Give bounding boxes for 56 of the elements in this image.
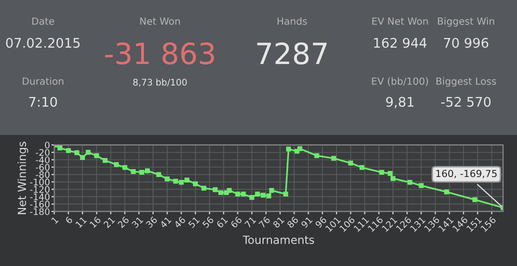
y-tick-label: 0 [44, 142, 50, 149]
x-tick-label: 46 [174, 216, 186, 228]
y-tick-label: -140 [30, 193, 50, 200]
x-tick-label: 101 [325, 216, 341, 232]
text: Biggest Loss [436, 77, 496, 87]
x-tick-label: 71 [244, 216, 256, 228]
x-tick-label: 51 [188, 216, 200, 228]
x-tick-label: 21 [103, 216, 115, 228]
text: EV (bb/100) [372, 77, 428, 86]
y-tick-label: -160 [30, 200, 50, 208]
x-tick-label: 76 [258, 216, 270, 228]
text: 7287 [257, 42, 327, 64]
y-axis-title: Net Winnings [17, 142, 28, 214]
x-tick-label: 121 [382, 216, 398, 232]
text: Biggest Win [438, 17, 494, 27]
x-tick-label: 91 [300, 216, 313, 228]
y-tick-label: -20 [36, 149, 50, 156]
x-tick-label: 41 [160, 216, 172, 228]
text: -52 570 [441, 96, 491, 107]
text: 7:10 [29, 96, 57, 107]
y-tick-label: -60 [36, 164, 50, 171]
y-tick-label: -180 [30, 208, 50, 216]
x-tick-label: 96 [314, 216, 327, 228]
x-tick-label: 36 [146, 216, 158, 228]
text: Net Won [140, 18, 180, 25]
x-tick-label: 81 [272, 216, 284, 228]
text: -31 863 [105, 42, 214, 64]
text: 162 944 [374, 38, 427, 48]
x-tick-label: 86 [286, 216, 299, 228]
annotation: 160, -169,75 [436, 170, 497, 178]
x-tick-label: 1 [51, 216, 59, 224]
x-tick-label: 6 [64, 216, 73, 224]
text: 8,73 bb/100 [133, 78, 187, 87]
x-axis-title: Tournaments [242, 236, 314, 244]
x-tick-label: 26 [117, 216, 130, 228]
text: 9,81 [386, 96, 414, 108]
x-tick-label: 56 [202, 216, 214, 228]
text: 07.02.2015 [6, 38, 80, 48]
text: 70 996 [444, 38, 488, 48]
x-tick-label: 141 [438, 216, 454, 232]
x-tick-label: 31 [131, 216, 144, 228]
y-tick-label: -40 [36, 156, 50, 164]
x-tick-label: 66 [230, 216, 242, 228]
x-tick-label: 16 [89, 216, 102, 228]
y-tick-label: -100 [30, 178, 50, 186]
text: Duration [22, 77, 64, 85]
x-tick-label: 151 [466, 216, 482, 232]
x-tick-label: 111 [353, 216, 370, 232]
x-tick-label: 61 [216, 216, 228, 228]
y-tick-label: -80 [36, 171, 50, 178]
text: Hands [278, 17, 307, 25]
x-tick-label: 11 [75, 216, 87, 228]
text: Date [32, 18, 54, 25]
text: EV Net Won [372, 18, 428, 25]
y-tick-label: -120 [30, 186, 50, 193]
x-tick-label: 131 [410, 216, 426, 232]
